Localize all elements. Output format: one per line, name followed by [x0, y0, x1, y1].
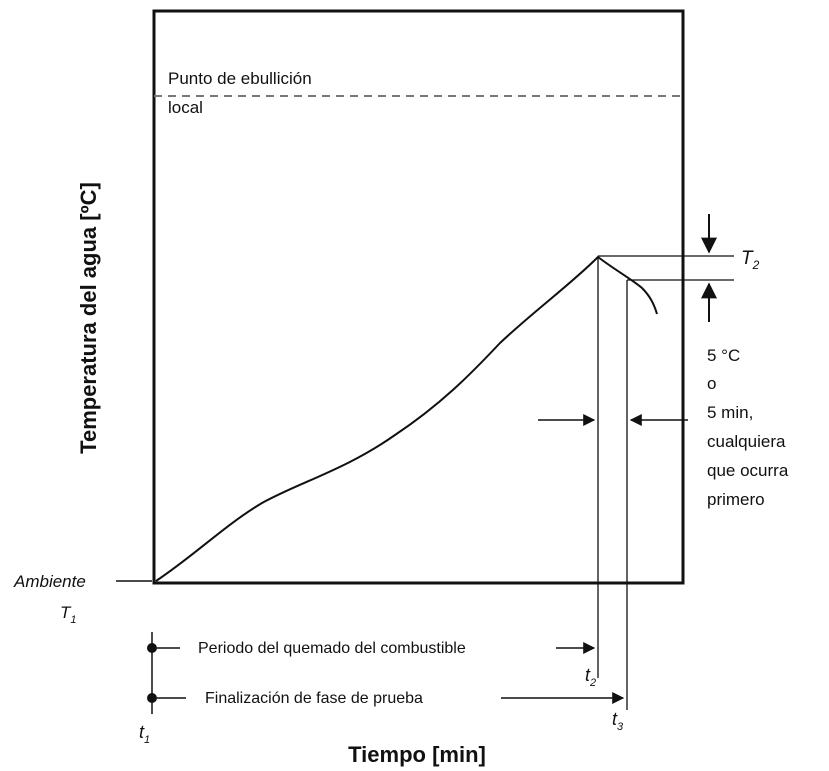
- boiling-point-label-2: local: [168, 98, 203, 117]
- ambient-label: Ambiente: [13, 572, 86, 591]
- x-axis-label: Tiempo [min]: [348, 742, 486, 767]
- burn-period-label: Periodo del quemado del combustible: [198, 640, 466, 657]
- test-end-start-dot: [147, 693, 157, 703]
- criterion-line-6: primero: [707, 490, 765, 509]
- y-axis-label: Temperatura del agua [ºC]: [76, 182, 101, 454]
- temperature-curve: [155, 255, 658, 582]
- t2-temp-label: T2: [741, 248, 760, 272]
- criterion-line-5: que ocurra: [707, 461, 789, 480]
- t3-time-label: t3: [612, 709, 624, 733]
- t2-time-label: t2: [585, 665, 596, 689]
- burn-period-start-dot: [147, 643, 157, 653]
- criterion-text: 5 °C o 5 min, cualquiera que ocurra prim…: [707, 346, 789, 509]
- plot-frame: [152, 9, 685, 585]
- criterion-line-3: 5 min,: [707, 403, 753, 422]
- t1-temp-label: T1: [60, 603, 77, 626]
- criterion-line-4: cualquiera: [707, 432, 786, 451]
- boiling-point-label: Punto de ebullición: [168, 69, 312, 88]
- criterion-line-2: o: [707, 374, 716, 393]
- criterion-line-1: 5 °C: [707, 346, 740, 365]
- test-end-label: Finalización de fase de prueba: [205, 690, 423, 707]
- t1-time-label: t1: [139, 722, 150, 746]
